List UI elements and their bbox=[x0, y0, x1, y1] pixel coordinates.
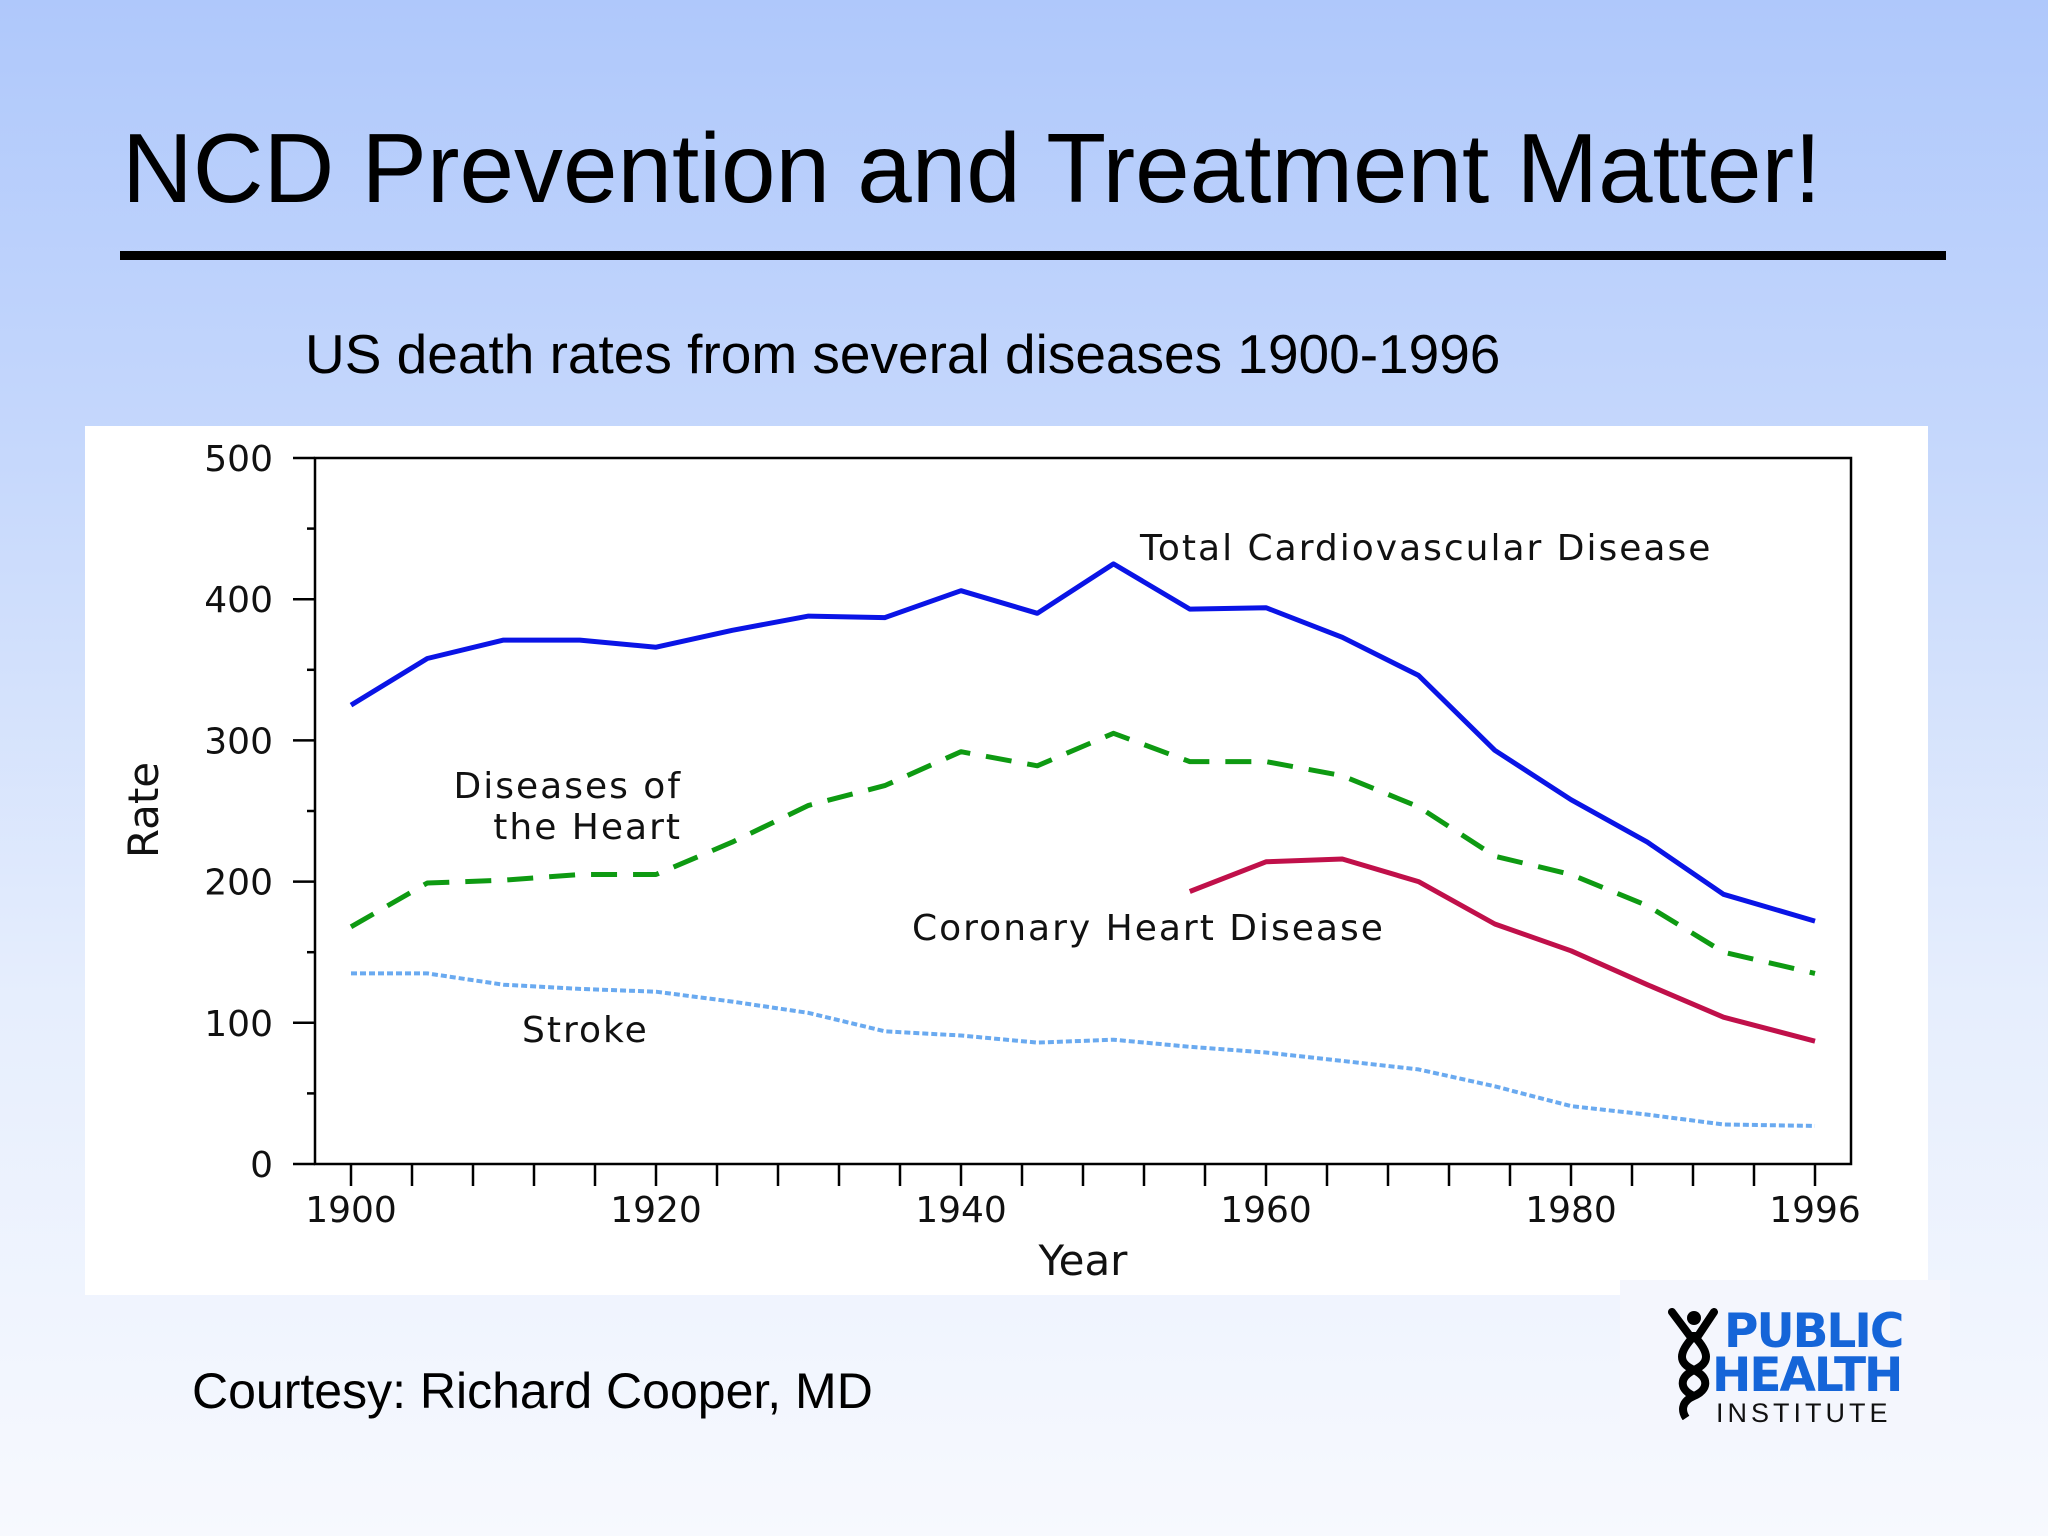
series-line-coronary-heart-disease bbox=[1188, 856, 1816, 1044]
x-axis-label: Year bbox=[1038, 1236, 1129, 1285]
y-tick-label: 500 bbox=[204, 439, 273, 480]
series-label-total-cardiovascular: Total Cardiovascular Disease bbox=[1139, 528, 1712, 569]
person-figure-icon bbox=[1668, 1308, 1718, 1420]
y-tick-label: 400 bbox=[204, 580, 273, 621]
y-tick-label: 300 bbox=[204, 721, 273, 762]
x-tick-label: 1940 bbox=[915, 1190, 1007, 1231]
slide-title: NCD Prevention and Treatment Matter! bbox=[122, 113, 1822, 223]
logo-text-health: HEALTH bbox=[1712, 1348, 1903, 1403]
logo-text-institute: INSTITUTE bbox=[1716, 1398, 1892, 1428]
x-tick-label: 1960 bbox=[1220, 1190, 1312, 1231]
public-health-institute-logo: PUBLIC HEALTH INSTITUTE bbox=[1620, 1280, 1950, 1440]
chart-background bbox=[85, 426, 1928, 1295]
series-label-diseases-heart-line2: the Heart bbox=[493, 807, 682, 848]
series-line-diseases-of-the-heart bbox=[349, 730, 1816, 976]
series-line-stroke bbox=[351, 971, 1816, 1128]
series-line-total-cardiovascular-disease bbox=[349, 561, 1816, 924]
y-tick-label: 100 bbox=[204, 1004, 273, 1045]
x-tick-label: 1980 bbox=[1525, 1190, 1617, 1231]
series-label-stroke: Stroke bbox=[522, 1010, 649, 1051]
logo-text-public: PUBLIC bbox=[1724, 1304, 1904, 1359]
title-divider bbox=[120, 251, 1946, 260]
y-tick-label: 200 bbox=[204, 863, 273, 904]
x-tick-label: 1920 bbox=[610, 1190, 702, 1231]
series-label-diseases-heart-line1: Diseases of bbox=[454, 766, 683, 807]
x-tick-label: 1900 bbox=[305, 1190, 397, 1231]
courtesy-note: Courtesy: Richard Cooper, MD bbox=[192, 1363, 873, 1419]
y-axis-label: Rate bbox=[119, 762, 168, 858]
series-label-coronary-heart: Coronary Heart Disease bbox=[912, 908, 1385, 949]
x-tick-label: 1996 bbox=[1769, 1190, 1861, 1231]
y-tick-label: 0 bbox=[250, 1145, 273, 1186]
chart-subtitle: US death rates from several diseases 190… bbox=[305, 323, 1501, 385]
